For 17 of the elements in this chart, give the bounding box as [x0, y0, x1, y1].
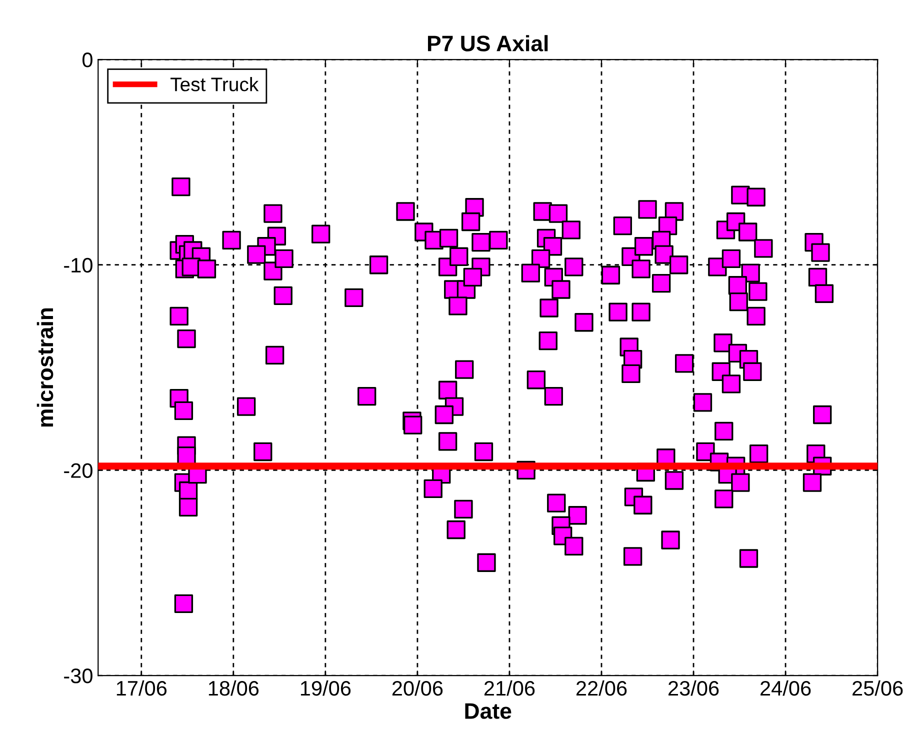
y-axis-title: microstrain — [36, 308, 54, 427]
x-tick-label: 17/06 — [116, 680, 167, 696]
y-tick-label: -20 — [64, 463, 92, 478]
x-tick-label: 25/06 — [852, 680, 903, 696]
x-tick-label: 19/06 — [300, 680, 351, 696]
x-tick-label: 24/06 — [760, 680, 811, 696]
y-tick-label: 0 — [82, 52, 92, 68]
x-tick-label: 20/06 — [392, 680, 443, 696]
x-tick-label: 21/06 — [484, 680, 535, 696]
y-tick-label: -30 — [64, 668, 92, 684]
y-tick-label: -10 — [64, 258, 92, 273]
x-tick-label: 22/06 — [576, 680, 627, 696]
legend-label: Test Truck — [170, 77, 259, 92]
x-tick-label: 18/06 — [208, 680, 259, 696]
chart-title: P7 US Axial — [428, 35, 548, 52]
x-tick-label: 23/06 — [668, 680, 719, 696]
x-axis-title: Date — [465, 703, 512, 719]
